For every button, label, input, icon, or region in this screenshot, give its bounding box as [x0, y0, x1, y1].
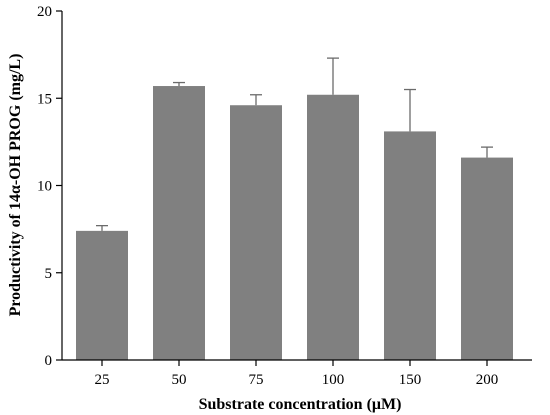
y-tick-label-5: 5 [45, 266, 53, 282]
y-tick-label-15: 15 [37, 91, 52, 107]
x-tick-label-75: 75 [249, 372, 264, 388]
x-tick-label-100: 100 [322, 372, 345, 388]
y-tick-label-10: 10 [37, 179, 52, 195]
error-bars-layer [96, 57, 493, 231]
x-tick-label-50: 50 [172, 372, 187, 388]
x-tick-label-25: 25 [95, 372, 110, 388]
x-axis-title: Substrate concentration (μM) [199, 396, 402, 413]
x-tick-label-150: 150 [399, 372, 422, 388]
bar-25 [76, 230, 128, 360]
x-ticks: 25 50 75 100 150 200 [95, 360, 499, 388]
bars-layer [76, 86, 513, 360]
x-tick-label-200: 200 [476, 372, 499, 388]
bar-200 [461, 157, 513, 360]
bar-100 [307, 94, 359, 360]
y-ticks: 0 5 10 15 20 [37, 4, 62, 369]
y-tick-label-20: 20 [37, 4, 52, 20]
y-axis-title: Productivity of 14α-OH PROG (mg/L) [7, 54, 24, 317]
bar-150 [384, 131, 436, 360]
y-tick-label-0: 0 [45, 353, 53, 369]
bar-75 [230, 105, 282, 360]
bar-50 [153, 86, 205, 360]
